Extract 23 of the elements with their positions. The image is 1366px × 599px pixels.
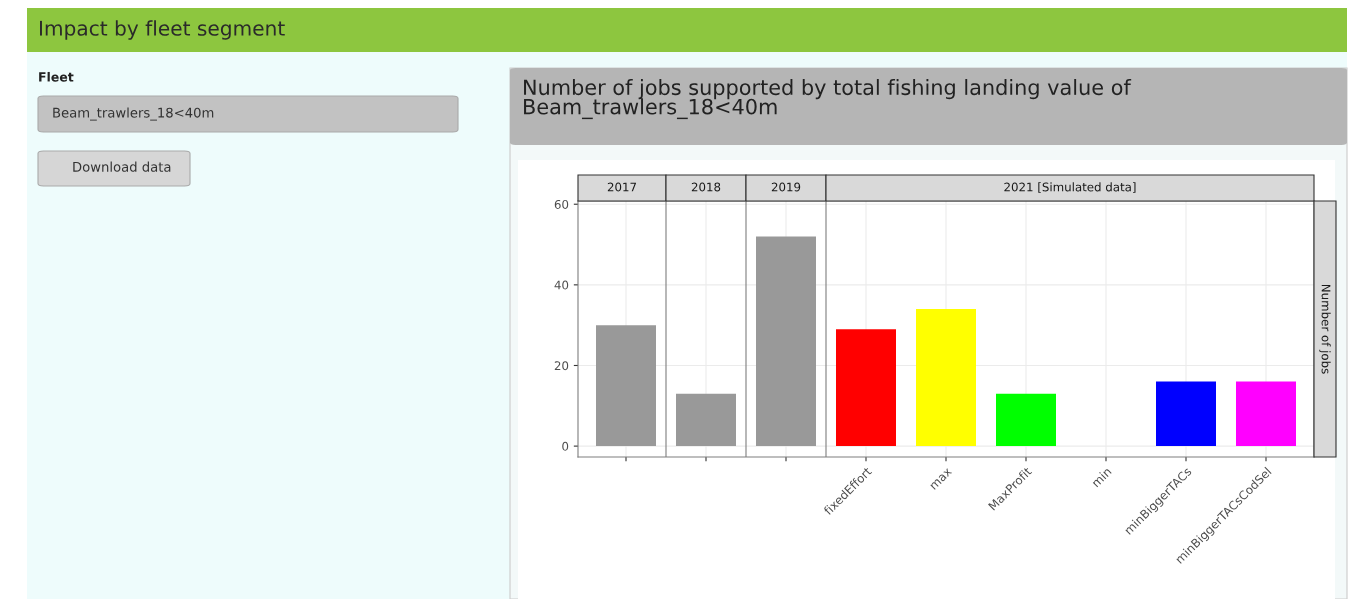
text: 2018 (691, 182, 721, 192)
bar (836, 329, 896, 447)
y-axis-title: Number of jobs (1319, 284, 1331, 374)
bar (1236, 381, 1296, 447)
text: 2017 (607, 182, 637, 192)
text: 2019 (771, 182, 801, 192)
bar (596, 325, 656, 447)
bar (916, 309, 976, 447)
y-tick-label: 60 (554, 199, 569, 209)
text: Number of jobs supported by total fishing landing value of Beam_trawlers_18<40m (524, 79, 1132, 120)
bar (756, 236, 816, 447)
text: Download data (73, 161, 171, 172)
bar (1156, 381, 1216, 447)
text: Fleet (39, 71, 74, 82)
y-tick-label: 0 (562, 441, 569, 451)
text: Impact by fleet segment (39, 20, 285, 40)
bar (996, 393, 1056, 447)
bar (676, 393, 736, 447)
text: 2021 [Simulated data] (1004, 182, 1136, 193)
x-tick-label: min (1091, 466, 1112, 488)
y-tick-label: 40 (554, 280, 569, 290)
y-tick-label: 20 (554, 361, 569, 371)
text: Beam_trawlers_18<40m (53, 107, 214, 121)
